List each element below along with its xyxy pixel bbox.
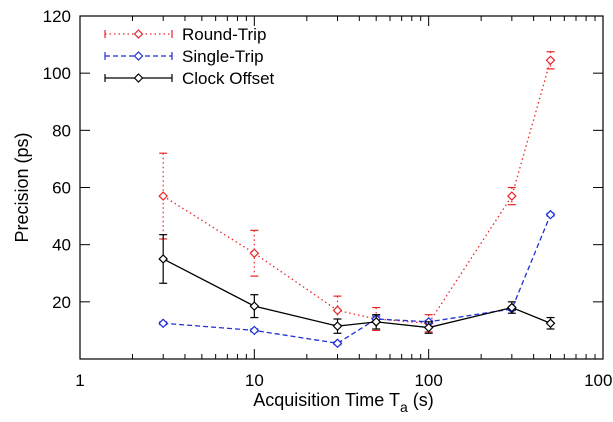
x-axis-label-unit: (s)	[408, 390, 434, 410]
data-point	[545, 55, 556, 66]
data-point	[423, 322, 434, 333]
legend-label: Round-Trip	[182, 25, 266, 44]
x-axis-label-main: Acquisition Time T	[253, 390, 400, 410]
y-tick-label: 120	[43, 7, 71, 26]
x-tick-label: 1000	[584, 371, 613, 390]
series-clock-offset	[158, 234, 556, 334]
x-axis-label-subscript: a	[400, 399, 408, 415]
series-single-trip	[158, 209, 556, 349]
data-point	[371, 316, 382, 327]
legend: Round-Trip Single-Trip Clock Offset	[104, 25, 275, 88]
y-tick-label: 20	[52, 293, 71, 312]
axis-ticks: 1 10 100 1000 20 40 60 80 100 120	[43, 7, 613, 390]
data-point	[158, 254, 169, 264]
data-point	[506, 191, 517, 201]
data-point	[249, 248, 260, 259]
series-round-trip	[158, 51, 556, 333]
data-point	[332, 321, 343, 331]
legend-marker	[133, 51, 144, 61]
y-tick-label: 40	[52, 236, 71, 255]
data-point	[249, 325, 260, 336]
legend-marker	[133, 73, 144, 83]
legend-label: Clock Offset	[182, 69, 275, 88]
plot-marks	[158, 51, 556, 349]
x-axis-label: Acquisition Time Ta (s)	[253, 390, 434, 415]
data-point	[506, 302, 517, 313]
x-tick-label: 10	[245, 371, 264, 390]
data-point	[545, 209, 556, 220]
data-point	[158, 191, 169, 201]
data-point	[545, 318, 556, 329]
y-axis-label: Precision (ps)	[12, 132, 32, 242]
legend-label: Single-Trip	[182, 47, 264, 66]
data-point	[332, 338, 343, 349]
series-line	[162, 60, 552, 324]
data-point	[158, 318, 169, 329]
y-tick-label: 80	[52, 121, 71, 140]
x-tick-label: 1	[75, 371, 84, 390]
plot-frame	[79, 15, 604, 360]
series-line	[162, 258, 551, 329]
y-tick-label: 60	[52, 179, 71, 198]
x-tick-label: 100	[414, 371, 442, 390]
legend-marker	[133, 29, 144, 39]
data-point	[332, 305, 343, 316]
data-point	[249, 301, 260, 311]
y-tick-label: 100	[43, 64, 71, 83]
